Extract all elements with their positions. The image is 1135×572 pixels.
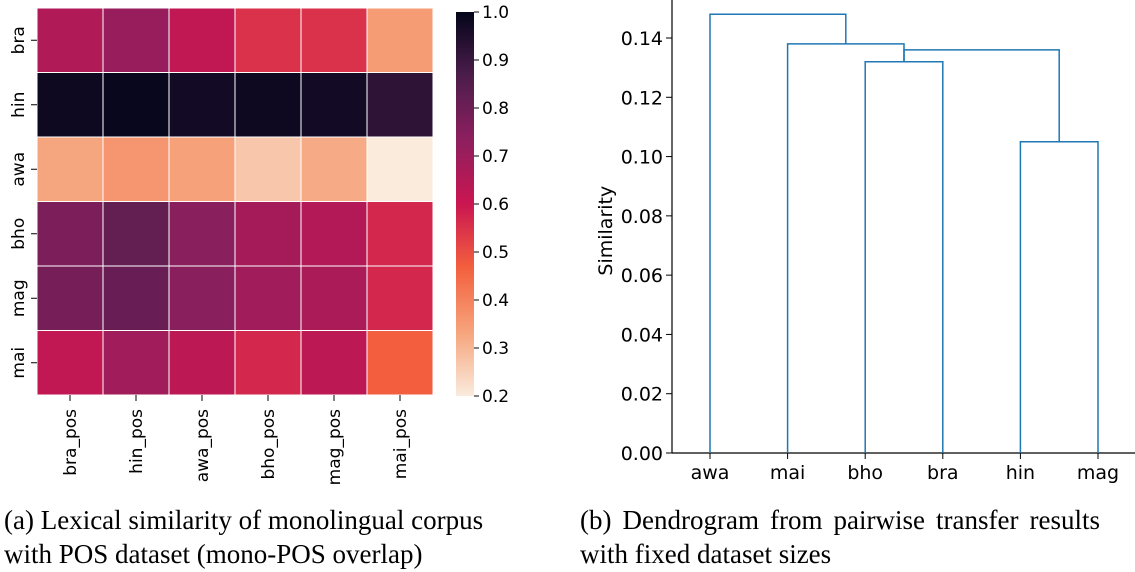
colorbar-tick-label: 0.8 — [482, 99, 509, 119]
heatmap-cell — [366, 201, 434, 267]
y-axis-label: Similarity — [595, 186, 617, 276]
heatmap-cell — [36, 330, 104, 396]
leaf-label: bra — [927, 462, 959, 484]
heatmap-cell — [300, 136, 368, 202]
colorbar-tick-label: 0.2 — [482, 387, 509, 407]
heatmap-cell — [234, 72, 302, 138]
heatmap-cell — [102, 7, 170, 73]
y-tick-label: 0.08 — [621, 206, 663, 228]
dendrogram-link — [864, 60, 944, 453]
column-label: mag_pos — [325, 409, 345, 485]
row-label: hin — [9, 92, 29, 118]
y-tick-label: 0.12 — [621, 87, 663, 109]
y-tick-label: 0.10 — [621, 147, 663, 169]
dendrogram-link — [1019, 141, 1099, 453]
dendrogram-link — [903, 49, 1060, 142]
heatmap-cell — [102, 201, 170, 267]
row-label: bho — [9, 218, 29, 250]
row-label: mai — [9, 347, 29, 379]
y-tick-label: 0.14 — [621, 28, 663, 50]
heatmap-cell — [36, 72, 104, 138]
caption-b: (b) Dendrogram from pairwise transfer re… — [580, 505, 1100, 569]
heatmap-cell — [234, 265, 302, 331]
colorbar-tick-label: 0.7 — [482, 147, 509, 167]
heatmap-cell — [234, 7, 302, 73]
column-label: bra_pos — [61, 409, 81, 476]
heatmap-cell — [102, 330, 170, 396]
leaf-label: bho — [847, 462, 883, 484]
heatmap-cell — [36, 265, 104, 331]
row-label: bra — [9, 26, 29, 54]
colorbar-tick-label: 0.9 — [482, 51, 509, 71]
dendrogram-link — [709, 13, 847, 453]
y-tick-label: 0.06 — [621, 265, 663, 287]
heatmap-cell — [300, 7, 368, 73]
column-label: hin_pos — [127, 409, 147, 474]
y-tick-label: 0.04 — [621, 324, 663, 346]
leaf-label: awa — [691, 462, 730, 484]
colorbar-tick-label: 0.3 — [482, 339, 509, 359]
colorbar — [456, 12, 474, 396]
column-label: bho_pos — [259, 409, 279, 480]
row-label: awa — [9, 152, 29, 187]
heatmap-cell — [102, 136, 170, 202]
heatmap-cell — [168, 201, 236, 267]
heatmap-cell — [366, 72, 434, 138]
heatmap-chart: bra hin awa bho mag mai bra_pos hin_pos awa_pos b… — [9, 3, 509, 485]
caption-a: (a) Lexical similarity of monolingual co… — [4, 505, 484, 569]
heatmap-cell — [234, 201, 302, 267]
colorbar-tick-label: 0.4 — [482, 291, 509, 311]
y-tick-label: 0.00 — [621, 443, 663, 465]
leaf-label: mai — [770, 462, 805, 484]
colorbar-tick-label: 1.0 — [482, 3, 509, 23]
heatmap-cell — [366, 7, 434, 73]
colorbar-tick-label: 0.6 — [482, 195, 509, 215]
heatmap-cell — [300, 201, 368, 267]
heatmap-cell — [36, 201, 104, 267]
heatmap-cell — [300, 265, 368, 331]
row-label: mag — [9, 279, 29, 317]
heatmap-cell — [168, 72, 236, 138]
heatmap-cell — [36, 7, 104, 73]
y-tick-label: 0.02 — [621, 384, 663, 406]
heatmap-cell — [168, 7, 236, 73]
dendrogram-link — [786, 43, 905, 453]
column-label: awa_pos — [193, 409, 213, 482]
heatmap-cell — [300, 72, 368, 138]
dendrogram-chart: 0.00 0.02 0.04 0.06 0.08 0.10 0.12 0.14 Similari… — [595, 0, 1135, 484]
heatmap-cell — [168, 265, 236, 331]
heatmap-cell — [168, 136, 236, 202]
heatmap-cell — [102, 265, 170, 331]
heatmap-cell — [366, 136, 434, 202]
heatmap-cell — [366, 265, 434, 331]
leaf-label: mag — [1077, 462, 1119, 484]
heatmap-cell — [102, 72, 170, 138]
heatmap-cell — [168, 330, 236, 396]
leaf-label: hin — [1006, 462, 1035, 484]
heatmap-cell — [300, 330, 368, 396]
heatmap-cell — [234, 330, 302, 396]
heatmap-cell — [36, 136, 104, 202]
heatmap-cell — [366, 330, 434, 396]
colorbar-tick-label: 0.5 — [482, 243, 509, 263]
heatmap-cell — [234, 136, 302, 202]
column-label: mai_pos — [391, 409, 411, 479]
